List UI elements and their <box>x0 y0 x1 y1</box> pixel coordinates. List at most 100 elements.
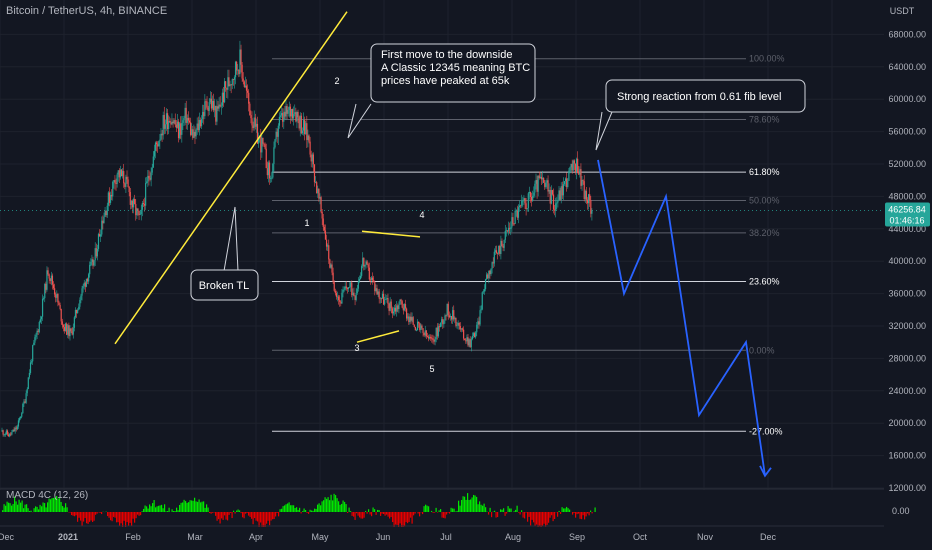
candle-body <box>106 205 108 216</box>
macd-bar <box>408 512 410 522</box>
candle-body <box>411 317 413 321</box>
candle-body <box>429 336 431 339</box>
macd-axis-value: 0.00 <box>892 506 910 516</box>
fibonacci-retracement[interactable]: 100.00% 78.60% 61.80% 50.00% 38.20% 23.60% 0.0… <box>272 54 785 437</box>
candle-body <box>31 361 33 363</box>
candle-body <box>86 278 89 282</box>
candle-body <box>327 245 329 247</box>
candle-body <box>295 112 297 122</box>
candle-body <box>321 211 323 219</box>
candle-body <box>309 141 311 155</box>
macd-bar <box>5 505 7 512</box>
candle-body <box>346 288 348 290</box>
macd-bar <box>312 510 314 512</box>
macd-bar <box>552 512 554 522</box>
candle-body <box>297 111 299 118</box>
candle-body <box>515 210 517 212</box>
symbol-title[interactable]: Bitcoin / TetherUS, 4h, BINANCE <box>6 5 168 17</box>
candle-body <box>404 304 407 309</box>
candle-body <box>367 264 369 268</box>
candle-body <box>527 193 529 209</box>
macd-bar <box>62 506 64 512</box>
macd-label[interactable]: MACD 4C (12, 26) <box>6 490 89 501</box>
candle-body <box>85 278 88 287</box>
macd-bar <box>315 508 317 512</box>
macd-bar <box>14 496 16 512</box>
macd-bar <box>545 512 547 527</box>
candle-body <box>319 197 321 199</box>
candle-body <box>525 203 527 210</box>
macd-bar <box>372 507 374 512</box>
downside-callout-text: prices have peaked at 65k <box>381 75 510 87</box>
candle-body <box>493 251 495 264</box>
macd-bar <box>320 505 322 512</box>
candle-body <box>38 322 40 333</box>
macd-bar <box>590 510 592 512</box>
candle-body <box>169 121 171 123</box>
current-price-value: 46256.84 <box>888 205 926 215</box>
candle-body <box>566 178 568 188</box>
macd-bar <box>533 512 535 523</box>
candle-body <box>460 328 463 330</box>
fib-level-label: 50.00% <box>749 195 780 205</box>
candle-body <box>334 290 336 294</box>
candle-body <box>62 325 65 328</box>
candle-body <box>353 292 355 297</box>
candle-body <box>403 304 406 311</box>
candle-body <box>378 291 380 299</box>
candle-body <box>528 191 531 194</box>
price-axis[interactable]: USDT 68000.00 64000.00 60000.00 56000.00 5200… <box>885 6 930 493</box>
time-axis[interactable]: Dec 2021 Feb Mar Apr May Jun Jul Aug Sep Oct Nov Dec <box>0 525 884 542</box>
candle-body <box>100 234 102 237</box>
candle-body <box>203 112 205 117</box>
macd-bar <box>39 504 41 512</box>
candle-body <box>84 282 86 287</box>
candle-body <box>210 98 213 109</box>
candle-body <box>69 328 71 337</box>
candle-body <box>164 124 166 129</box>
candle-body <box>366 261 368 265</box>
macd-bar <box>230 512 232 513</box>
candle-body <box>370 277 373 281</box>
candle-body <box>376 288 378 295</box>
candle-body <box>355 293 357 300</box>
candle-body <box>498 245 500 254</box>
candle-body <box>147 175 149 182</box>
macd-bar <box>26 504 28 512</box>
macd-bar <box>116 512 118 523</box>
drawings[interactable]: 1 2 3 4 5 <box>114 11 772 478</box>
candle-body <box>36 330 38 335</box>
candle-body <box>330 264 332 268</box>
candle-body <box>434 339 436 342</box>
candle-body <box>505 230 507 232</box>
macd-bar <box>285 504 287 512</box>
macd-bar <box>329 500 331 512</box>
macd-bar <box>231 512 233 519</box>
candle-body <box>282 113 284 122</box>
macd-bar <box>108 512 110 518</box>
candle-body <box>555 203 557 211</box>
candle-body <box>342 289 344 293</box>
macd-bar <box>198 499 200 512</box>
candle-body <box>373 280 375 283</box>
macd-bar <box>347 512 349 513</box>
candle-body <box>9 433 11 437</box>
candle-body <box>381 293 384 299</box>
candle-body <box>548 189 550 192</box>
macd-bar <box>521 510 523 512</box>
broken-tl-callout-text: Broken TL <box>199 280 250 292</box>
candle-body <box>55 294 57 298</box>
macd-bar <box>110 512 112 521</box>
candle-body <box>391 308 393 314</box>
candle-body <box>320 197 322 212</box>
callout-pointer <box>595 111 613 151</box>
candle-body <box>278 116 281 126</box>
candle-body <box>170 122 172 125</box>
candle-body <box>58 302 60 306</box>
candle-body <box>173 120 175 124</box>
macd-bar <box>179 504 181 512</box>
macd-bar <box>434 512 436 513</box>
macd-bar <box>263 512 265 527</box>
